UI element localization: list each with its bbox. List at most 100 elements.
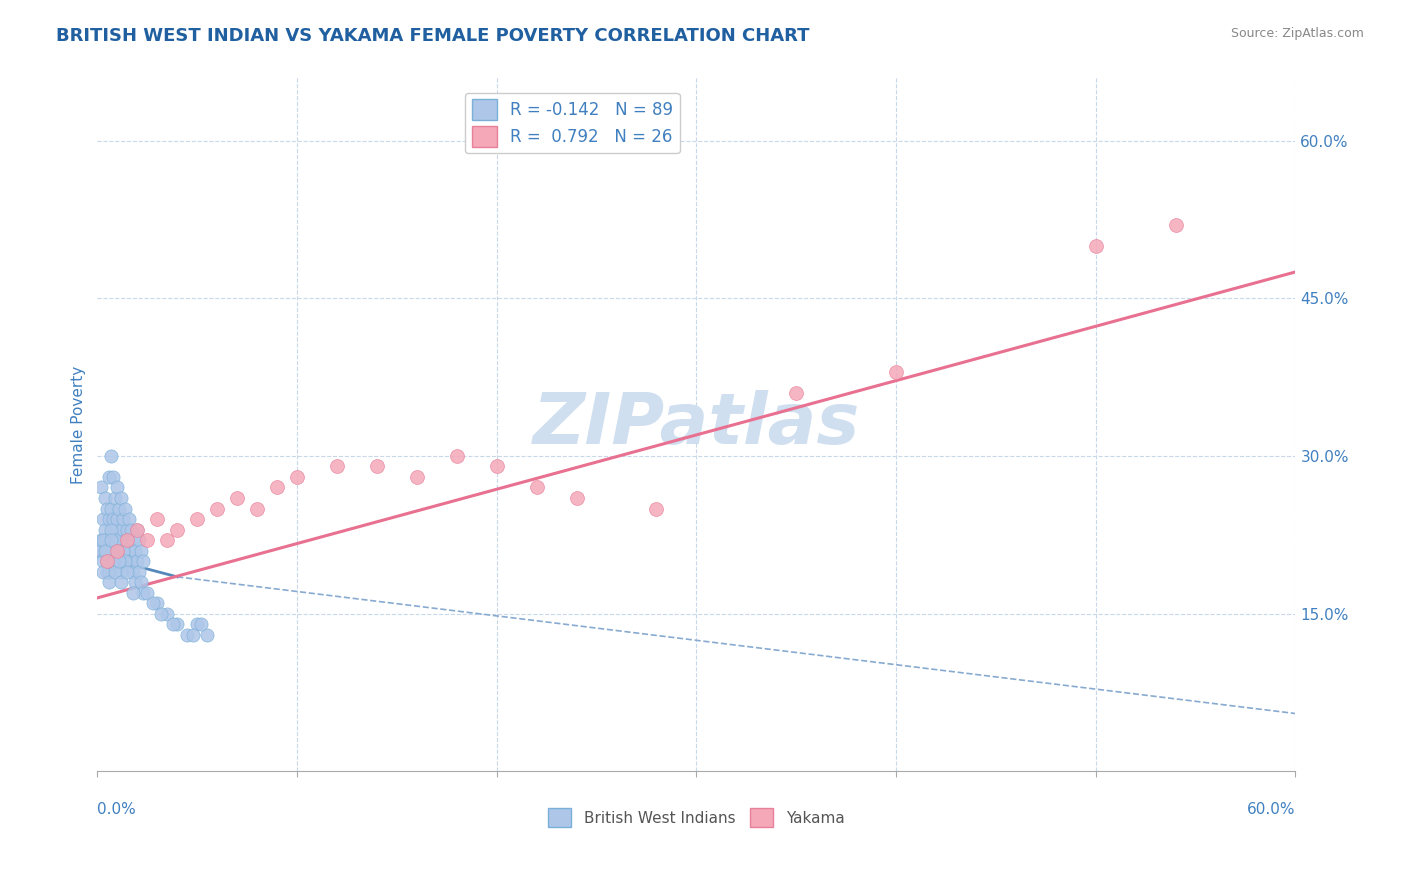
- Point: [326, 459, 349, 474]
- Point: [1164, 218, 1187, 232]
- Point: [93, 565, 115, 579]
- Point: [93, 533, 115, 547]
- Point: [120, 523, 142, 537]
- Point: [114, 533, 136, 547]
- Point: [142, 596, 165, 610]
- Point: [100, 501, 122, 516]
- Point: [118, 543, 141, 558]
- Point: [98, 565, 121, 579]
- Point: [94, 543, 117, 558]
- Point: [132, 554, 155, 568]
- Point: [266, 481, 288, 495]
- Point: [103, 554, 125, 568]
- Point: [136, 533, 159, 547]
- Point: [117, 523, 139, 537]
- Point: [785, 385, 807, 400]
- Point: [105, 543, 128, 558]
- Point: [105, 512, 128, 526]
- Point: [122, 565, 145, 579]
- Point: [98, 543, 121, 558]
- Point: [104, 554, 127, 568]
- Point: [89, 543, 111, 558]
- Point: [96, 543, 118, 558]
- Text: 0.0%: 0.0%: [97, 802, 136, 817]
- Point: [100, 533, 122, 547]
- Point: [96, 533, 118, 547]
- Point: [105, 543, 128, 558]
- Point: [105, 481, 128, 495]
- Point: [146, 512, 169, 526]
- Point: [112, 543, 135, 558]
- Point: [186, 512, 208, 526]
- Point: [90, 481, 112, 495]
- Y-axis label: Female Poverty: Female Poverty: [72, 365, 86, 483]
- Point: [117, 533, 139, 547]
- Point: [124, 575, 146, 590]
- Point: [114, 554, 136, 568]
- Point: [128, 533, 150, 547]
- Point: [156, 607, 179, 621]
- Point: [90, 533, 112, 547]
- Point: [1084, 238, 1107, 252]
- Point: [884, 365, 907, 379]
- Point: [94, 523, 117, 537]
- Point: [162, 617, 184, 632]
- Point: [105, 543, 128, 558]
- Point: [205, 501, 228, 516]
- Point: [176, 628, 198, 642]
- Text: ZIPatlas: ZIPatlas: [533, 390, 860, 458]
- Point: [96, 565, 118, 579]
- Point: [100, 533, 122, 547]
- Point: [156, 533, 179, 547]
- Point: [166, 523, 188, 537]
- Point: [98, 575, 121, 590]
- Point: [129, 543, 152, 558]
- Point: [110, 575, 132, 590]
- Point: [195, 628, 218, 642]
- Point: [110, 491, 132, 505]
- Point: [117, 554, 139, 568]
- Point: [166, 617, 188, 632]
- Point: [181, 628, 204, 642]
- Point: [96, 554, 118, 568]
- Point: [136, 585, 159, 599]
- Point: [127, 554, 149, 568]
- Point: [108, 554, 131, 568]
- Point: [108, 501, 131, 516]
- Point: [122, 585, 145, 599]
- Point: [246, 501, 269, 516]
- Point: [150, 607, 173, 621]
- Point: [120, 554, 142, 568]
- Point: [122, 533, 145, 547]
- Point: [110, 565, 132, 579]
- Point: [117, 565, 139, 579]
- Point: [112, 543, 135, 558]
- Point: [129, 575, 152, 590]
- Point: [565, 491, 588, 505]
- Text: BRITISH WEST INDIAN VS YAKAMA FEMALE POVERTY CORRELATION CHART: BRITISH WEST INDIAN VS YAKAMA FEMALE POV…: [56, 27, 810, 45]
- Text: 60.0%: 60.0%: [1247, 802, 1295, 817]
- Point: [104, 533, 127, 547]
- Point: [105, 543, 128, 558]
- Point: [93, 512, 115, 526]
- Point: [103, 554, 125, 568]
- Point: [94, 543, 117, 558]
- Point: [127, 523, 149, 537]
- Point: [285, 470, 308, 484]
- Legend: British West Indians, Yakama: British West Indians, Yakama: [543, 802, 851, 833]
- Text: Source: ZipAtlas.com: Source: ZipAtlas.com: [1230, 27, 1364, 40]
- Point: [190, 617, 212, 632]
- Point: [405, 470, 427, 484]
- Point: [100, 523, 122, 537]
- Point: [98, 470, 121, 484]
- Point: [98, 512, 121, 526]
- Point: [104, 491, 127, 505]
- Point: [104, 523, 127, 537]
- Point: [94, 533, 117, 547]
- Point: [96, 554, 118, 568]
- Point: [118, 512, 141, 526]
- Point: [104, 565, 127, 579]
- Point: [103, 512, 125, 526]
- Point: [100, 449, 122, 463]
- Point: [485, 459, 508, 474]
